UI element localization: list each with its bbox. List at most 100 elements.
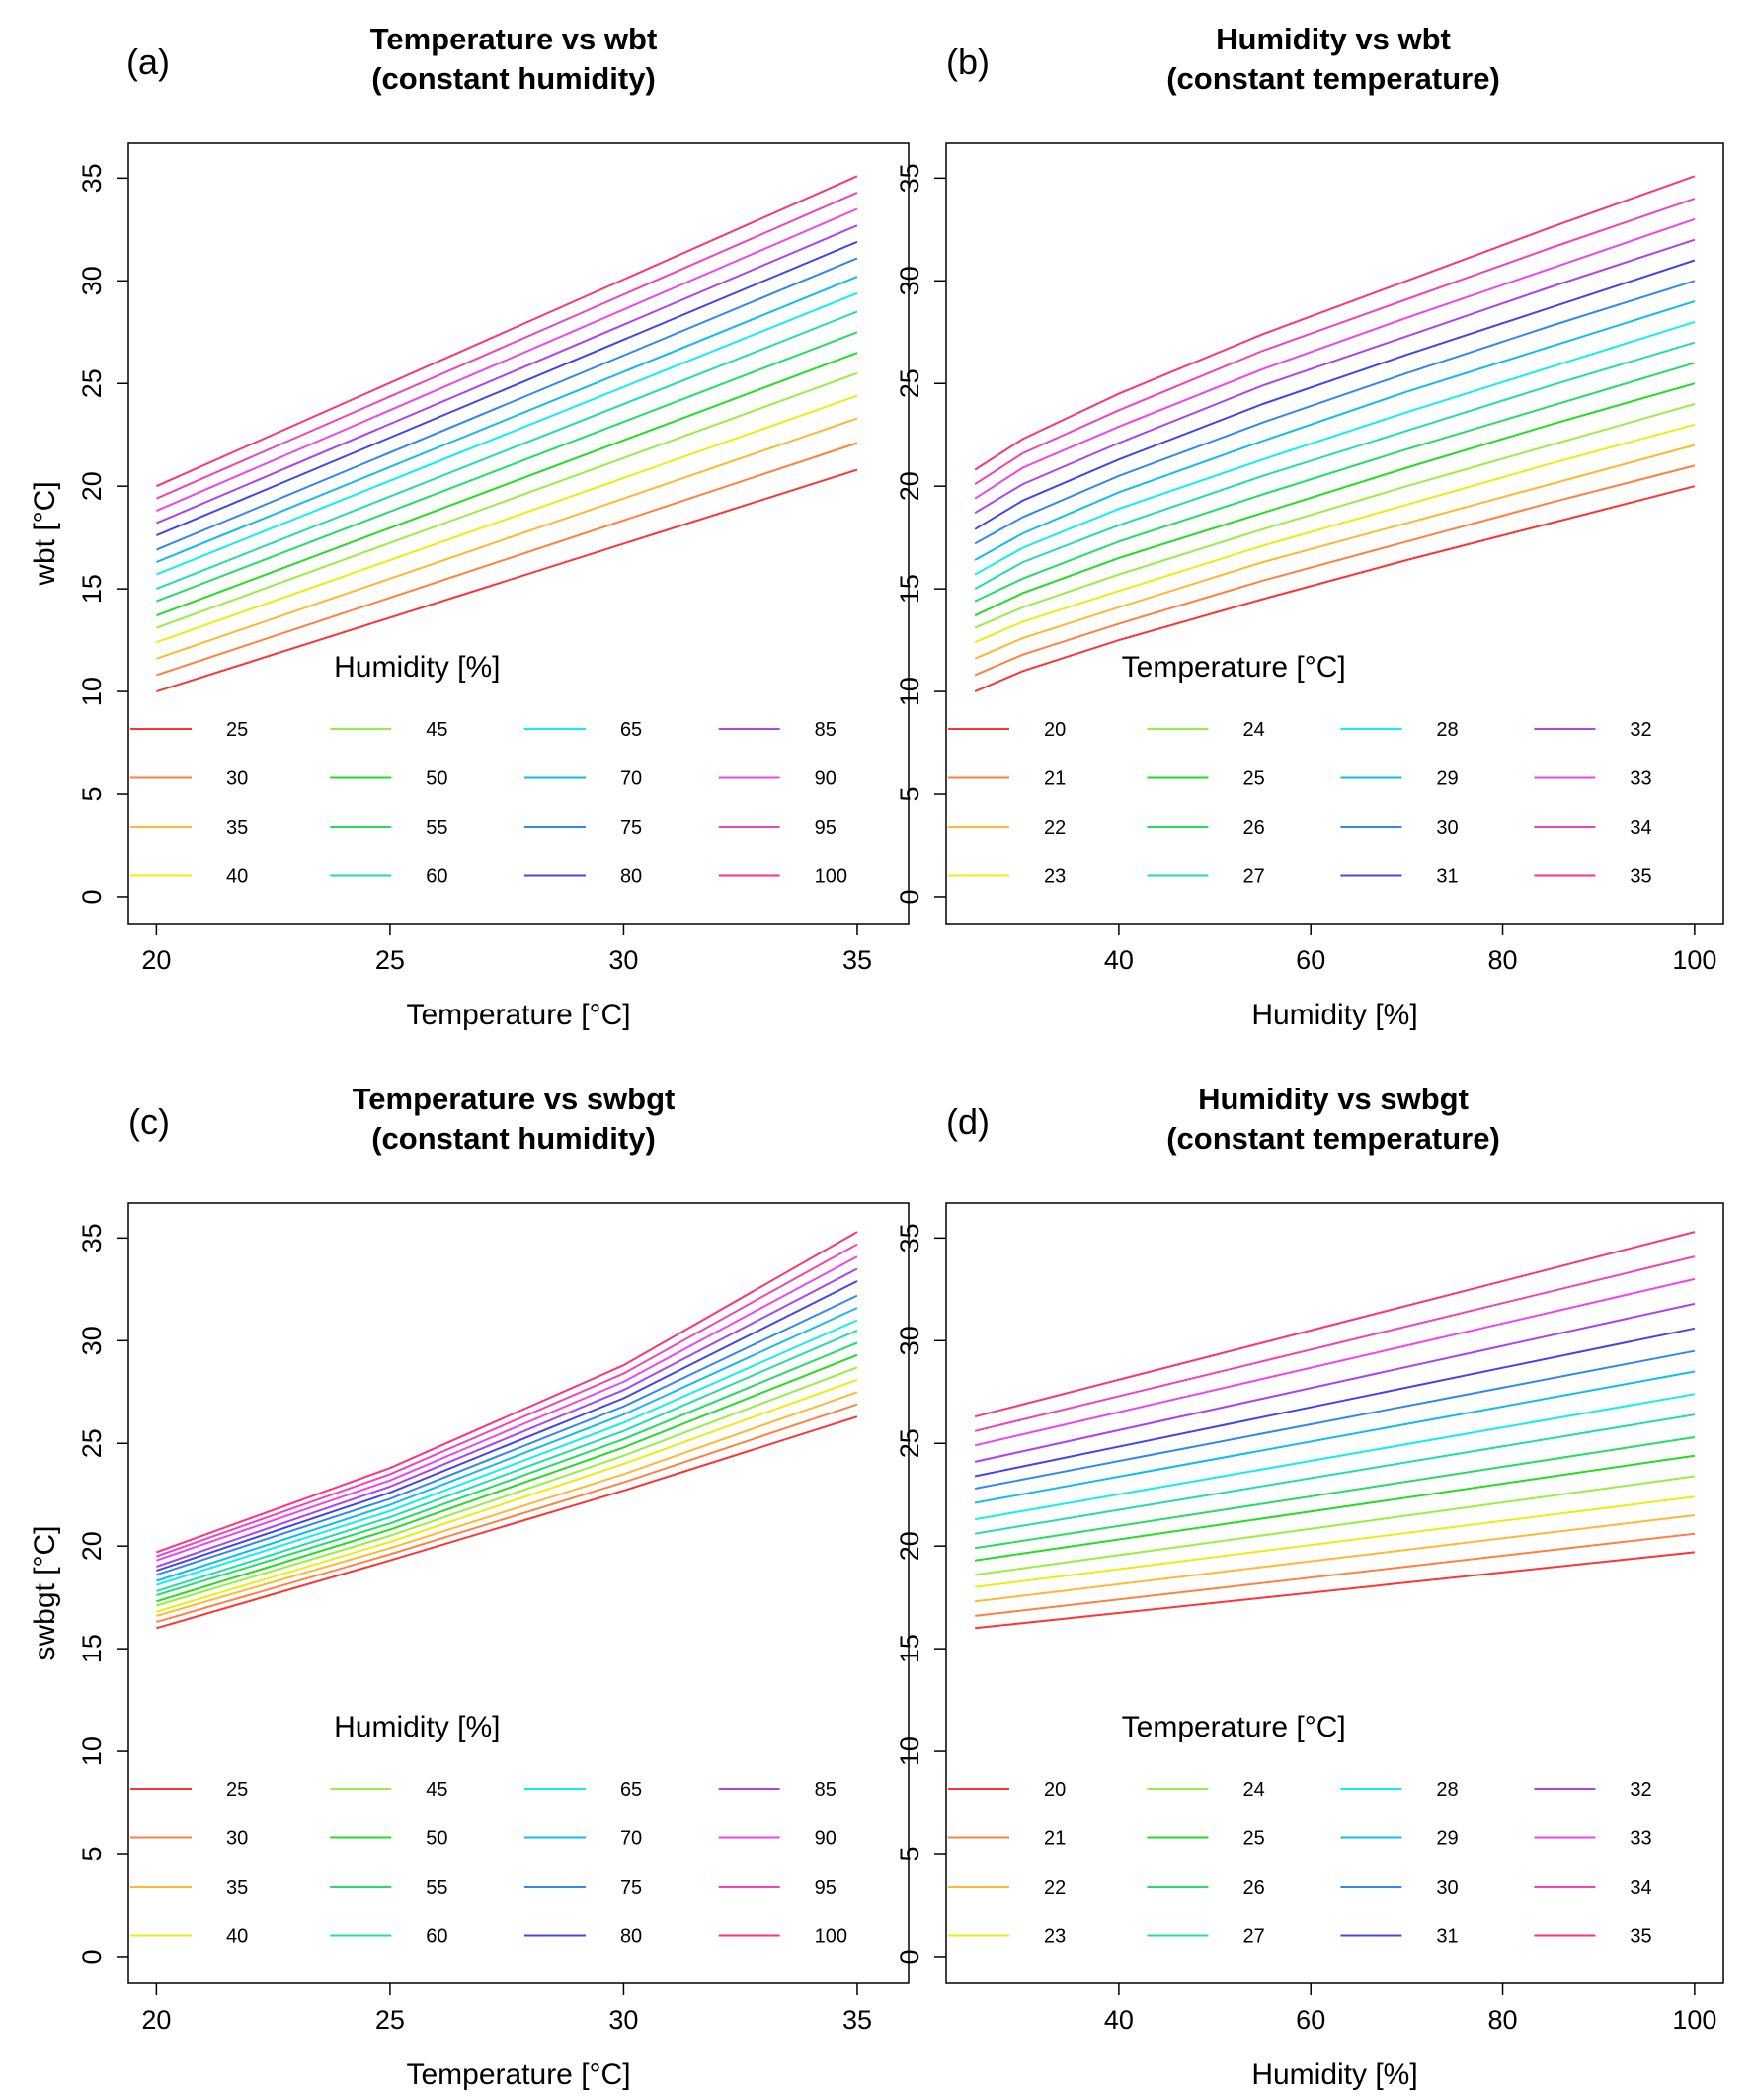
chart-panel-3: (d) Humidity vs swbgt (constant temperatur… [895,1082,1724,2091]
legend-label-80: 80 [620,1926,642,1948]
y-tick-label: 25 [77,368,107,398]
series-line-40 [156,1378,858,1613]
chart-title-line: Temperature vs swbgt [353,1082,676,1116]
legend-label-45: 45 [426,1779,447,1801]
series-line-24 [974,1475,1696,1576]
chart-title-line: (constant humidity) [371,1121,656,1156]
legend-label-31: 31 [1436,866,1458,888]
legend-label-50: 50 [426,768,447,790]
legend-label-30: 30 [1436,817,1458,839]
legend-label-23: 23 [1044,866,1066,888]
series-line-90 [156,207,858,513]
x-tick-label: 25 [375,2005,405,2035]
y-tick-label: 25 [895,368,924,398]
series-line-60 [156,310,858,591]
x-tick-label: 40 [1104,945,1134,975]
x-tick-label: 40 [1104,2005,1134,2035]
chart-title-line: (constant temperature) [1166,1121,1500,1156]
series-line-70 [156,1307,858,1582]
series-line-34 [974,198,1696,485]
legend-label-24: 24 [1242,719,1264,741]
legend-label-25: 25 [226,1779,248,1801]
legend-label-35: 35 [226,1877,248,1898]
x-tick-label: 35 [842,2005,872,2035]
legend-label-20: 20 [1044,1779,1066,1801]
legend-title: Humidity [%] [334,1711,500,1743]
series-line-33 [974,1277,1696,1447]
chart-title-line: Humidity vs swbgt [1198,1082,1469,1116]
legend-label-95: 95 [815,817,837,839]
legend-label-32: 32 [1630,719,1651,741]
legend-label-29: 29 [1436,768,1458,790]
series-line-35 [156,417,858,660]
series-line-26 [974,1436,1696,1550]
x-tick-label: 100 [1672,2005,1716,2035]
x-tick-label: 100 [1672,945,1716,975]
series-line-100 [155,175,858,488]
series-line-31 [974,1327,1696,1478]
legend-label-35: 35 [1630,866,1651,888]
legend-label-33: 33 [1630,768,1651,790]
legend-label-34: 34 [1630,817,1651,839]
legend-label-22: 22 [1044,817,1066,839]
series-line-30 [974,1349,1696,1490]
legend-label-24: 24 [1242,1779,1264,1801]
chart-title-line: (constant humidity) [371,61,656,96]
series-line-25 [974,382,1696,617]
x-tick-label: 30 [608,2005,638,2035]
plot-frame [127,142,910,925]
y-tick-label: 0 [895,889,924,904]
series-line-35 [156,1391,858,1617]
x-tick-label: 30 [608,945,638,975]
y-axis-title: wbt [°C] [29,481,61,586]
chart-panel-0: (a) Temperature vs wbt (constant humidity)… [29,22,910,1031]
series-line-40 [156,394,858,644]
x-tick-label: 20 [141,945,171,975]
y-tick-label: 10 [895,677,924,706]
x-tick-label: 80 [1488,2005,1518,2035]
legend-label-30: 30 [226,1828,248,1850]
series-line-45 [156,371,858,629]
x-tick-label: 20 [141,2005,171,2035]
y-tick-label: 35 [895,1223,924,1252]
plot-frame [127,1202,910,1984]
y-tick-label: 25 [77,1428,107,1458]
legend-label-28: 28 [1436,1779,1458,1801]
x-tick-label: 35 [842,945,872,975]
series-line-30 [156,1403,858,1624]
y-tick-label: 35 [77,163,107,193]
legend-label-70: 70 [620,1828,642,1850]
series-line-22 [974,444,1696,660]
series-line-25 [156,468,858,693]
series-line-22 [974,1514,1696,1603]
legend-label-70: 70 [620,768,642,790]
y-tick-label: 0 [895,1949,924,1964]
series-line-95 [155,191,858,500]
series-line-33 [974,217,1696,500]
legend-label-35: 35 [226,817,248,839]
legend-label-90: 90 [815,768,837,790]
series-line-21 [974,1532,1696,1617]
legend-label-22: 22 [1044,1877,1066,1898]
series-line-30 [156,442,858,677]
x-tick-label: 60 [1296,945,1325,975]
legend-label-21: 21 [1044,1828,1066,1850]
series-line-25 [974,1454,1696,1562]
series-line-75 [156,1294,858,1576]
legend-label-29: 29 [1436,1828,1458,1850]
legend-label-65: 65 [620,1779,642,1801]
y-tick-label: 30 [77,1326,107,1355]
y-tick-label: 15 [77,1634,107,1663]
series-line-80 [156,1280,858,1573]
y-tick-label: 30 [77,266,107,295]
panel-tag: (d) [946,1101,990,1142]
y-tick-label: 0 [77,1949,107,1964]
series-line-65 [156,291,858,576]
series-line-85 [156,1267,858,1568]
legend-label-25: 25 [226,719,248,741]
series-line-28 [974,1393,1696,1521]
x-axis-title: Humidity [%] [1251,2059,1417,2091]
x-axis-title: Humidity [%] [1251,999,1417,1031]
legend-label-32: 32 [1630,1779,1651,1801]
